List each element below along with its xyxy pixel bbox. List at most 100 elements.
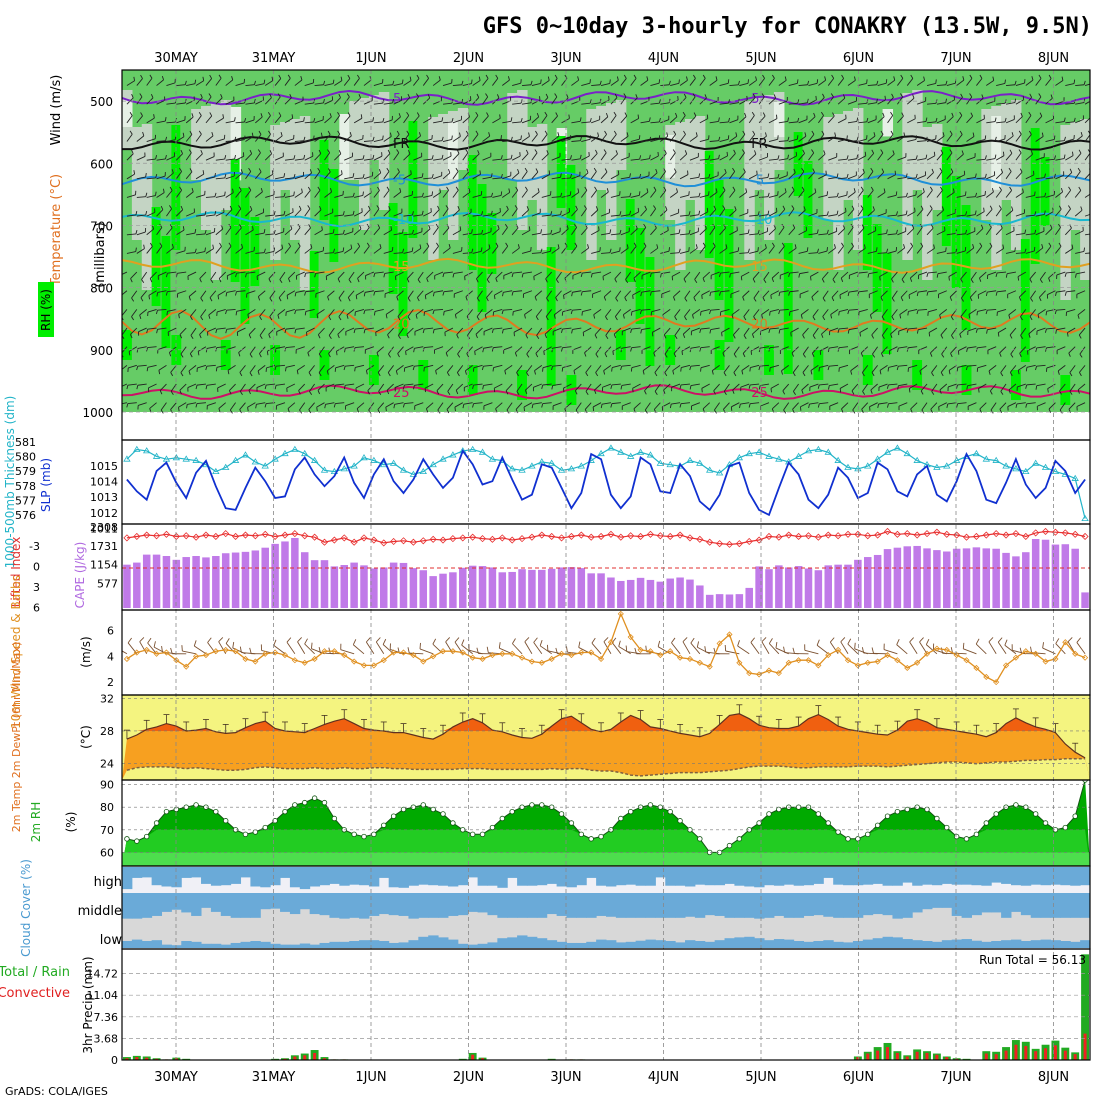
wind-barb	[1035, 214, 1045, 217]
rh-point	[440, 811, 446, 817]
wind-barb	[938, 402, 947, 408]
cloud-low-bar	[665, 941, 676, 948]
thickness-point	[735, 454, 744, 461]
wind-barb	[990, 402, 997, 411]
wind-barb-flag	[579, 136, 582, 141]
wind-barb	[541, 80, 550, 86]
wind-barb-flag	[344, 348, 346, 353]
wind-barb	[572, 271, 582, 276]
wind-barb	[355, 308, 365, 313]
wind-barb-flag	[846, 173, 849, 178]
wind-barb	[442, 190, 449, 198]
wind-barb	[867, 119, 877, 124]
wind10m-barb	[297, 641, 306, 655]
cloud-high-bar	[734, 867, 745, 886]
wind-barb	[771, 271, 780, 279]
cloud-middle-bar	[349, 893, 360, 918]
rh-point	[963, 836, 970, 842]
wind-barb	[413, 78, 420, 86]
wind-barb	[611, 402, 621, 405]
wind-barb-flag	[298, 205, 302, 210]
wind-barb	[631, 346, 641, 349]
wind-barb	[650, 247, 659, 254]
wind-barb-flag	[624, 297, 627, 302]
wind-barb	[404, 402, 414, 405]
wind-barb	[467, 327, 474, 336]
wind-barb	[365, 271, 375, 276]
wind-barb-flag	[274, 385, 277, 390]
wind-barb	[126, 251, 136, 254]
wind-barb	[187, 383, 197, 389]
wind-barb	[383, 153, 391, 161]
wind-barb	[798, 230, 807, 236]
wind-barb	[798, 119, 808, 124]
wind-barb-flag	[724, 168, 727, 173]
wind-barb-flag	[293, 191, 295, 196]
wind-barb-flag	[309, 169, 313, 174]
wind-barb	[709, 79, 718, 86]
cloud-high-bar	[260, 867, 271, 888]
wind-barb	[159, 383, 167, 391]
wind10m-barb-flag	[139, 637, 145, 642]
wind-barb-flag	[1015, 403, 1018, 408]
cloud-low-bar	[319, 942, 330, 948]
wind-barb	[906, 97, 915, 105]
wind-barb	[748, 115, 755, 124]
wind-barb-flag	[524, 314, 526, 319]
wind-barb-flag	[286, 295, 289, 300]
wind-barb-flag	[811, 149, 815, 154]
wind-barb-flag	[465, 130, 469, 135]
wind-barb-flag	[988, 370, 991, 375]
wind-barb	[750, 383, 760, 386]
wind-barb	[237, 327, 246, 333]
wind-barb	[305, 290, 315, 293]
wind-barb-flag	[693, 297, 697, 302]
wind-barb	[827, 96, 834, 105]
wind-barb	[779, 327, 789, 331]
wind-barb	[365, 346, 375, 351]
wind10m-barb-flag	[847, 638, 852, 645]
wind10m-point	[716, 640, 723, 647]
wind-barb-flag	[180, 149, 183, 154]
wind10m-barb-flag	[704, 646, 707, 653]
wind-barb	[482, 247, 491, 254]
wind-barb-flag	[346, 93, 350, 98]
wind-barb	[179, 327, 187, 335]
cape-bar	[340, 565, 348, 608]
wind-barb	[217, 383, 226, 389]
wind-barb	[871, 327, 878, 336]
wind-barb-flag	[1017, 276, 1020, 281]
wind-barb	[750, 402, 760, 405]
wind-barb-flag	[472, 403, 475, 408]
wind-barb	[1009, 365, 1017, 373]
wind-barb	[446, 402, 454, 410]
wind-barb	[403, 80, 412, 86]
wind-barb-flag	[432, 310, 435, 315]
wind-barb	[156, 175, 166, 180]
wind-barb-flag	[1058, 205, 1062, 210]
wind-barb-flag	[980, 224, 984, 229]
wind-barb-flag	[475, 130, 479, 135]
wind10m-barb-flag	[218, 637, 224, 643]
wind-barb	[907, 211, 916, 217]
wind-barb-flag	[140, 297, 144, 302]
wind-barb	[709, 175, 719, 180]
wind-barb-flag	[475, 111, 479, 116]
wind-barb	[146, 211, 156, 217]
wind-barb-flag	[264, 403, 267, 408]
wind10m-barb	[340, 649, 355, 655]
cloud-middle-bar	[556, 893, 567, 916]
wind-barb-flag	[911, 224, 915, 229]
cloud-middle-bar	[566, 893, 577, 918]
rh-point	[825, 820, 831, 826]
isotherm-label: FR	[751, 137, 768, 152]
wind-barb-flag	[537, 188, 540, 193]
wind-barb	[553, 327, 562, 332]
wind-barb	[515, 346, 523, 354]
wind-barb	[206, 346, 216, 349]
wind-barb	[625, 271, 632, 280]
wind10m-barb	[365, 641, 375, 655]
wind-barb	[424, 308, 434, 313]
wind10m-barb-flag	[861, 647, 865, 654]
wind-barb	[709, 246, 716, 254]
